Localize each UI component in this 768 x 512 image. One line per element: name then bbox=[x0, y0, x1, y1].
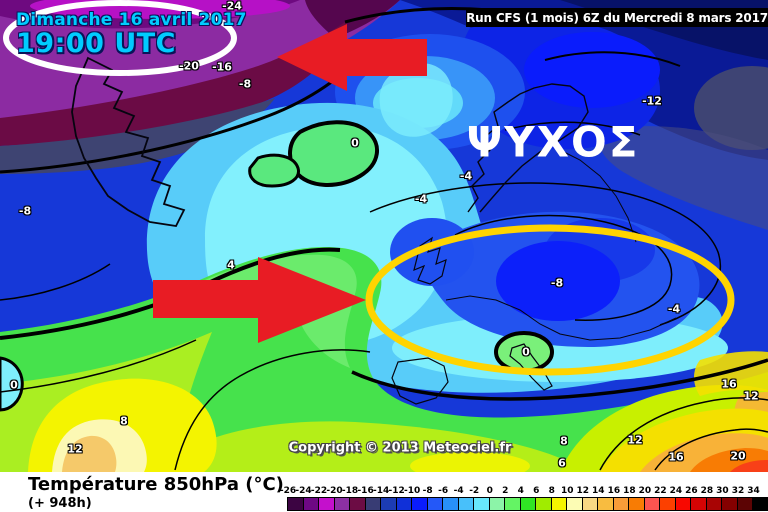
legend-tick-label: 20 bbox=[638, 486, 652, 496]
legend-tick-label: 16 bbox=[607, 486, 621, 496]
forecast-date: Dimanche 16 avril 2017 bbox=[16, 10, 247, 30]
map-caption-title: Température 850hPa (°C) bbox=[28, 474, 284, 495]
legend-tick-label: 12 bbox=[576, 486, 590, 496]
legend-cell: 30 bbox=[716, 487, 738, 511]
temperature-map-art bbox=[0, 0, 768, 472]
legend-cell: 2 bbox=[502, 487, 521, 511]
model-run-header: Run CFS (1 mois) 6Z du Mercredi 8 mars 2… bbox=[466, 8, 768, 27]
legend-cell: 14 bbox=[592, 487, 614, 511]
legend-tick-label: 26 bbox=[685, 486, 698, 496]
legend-tick-label: 32 bbox=[731, 486, 745, 496]
legend-cell: -4 bbox=[454, 487, 475, 511]
legend-tick-label: -16 bbox=[357, 486, 374, 496]
legend-cell: -16 bbox=[357, 487, 382, 511]
legend-cell: 22 bbox=[654, 487, 676, 511]
legend-cell: 6 bbox=[533, 487, 552, 511]
legend-cell: 26 bbox=[685, 487, 707, 511]
legend-tick-label: -6 bbox=[438, 486, 449, 496]
legend-cell: 10 bbox=[561, 487, 583, 511]
legend-tick-label: 18 bbox=[623, 486, 636, 496]
legend-tick-label: -22 bbox=[310, 486, 328, 496]
timestamp-ellipse bbox=[3, 0, 237, 76]
legend-tick-label: -4 bbox=[453, 486, 464, 496]
legend-cell: -2 bbox=[469, 487, 490, 511]
legend-tick-label: -24 bbox=[295, 486, 312, 496]
legend-colorbar: -26 -24 -22 -20 -18 -16 -14 -12 -10 -8 -6 -4 -2 0 2 4 6 8… bbox=[280, 487, 768, 511]
legend-cell: -14 bbox=[373, 487, 397, 511]
legend-tick-label: 8 bbox=[548, 486, 555, 496]
legend-cell: 24 bbox=[670, 487, 692, 511]
legend-cell: 16 bbox=[608, 487, 630, 511]
legend-cell: 12 bbox=[577, 487, 599, 511]
legend-tick-label: 34 bbox=[747, 486, 760, 496]
legend-tick-label: -12 bbox=[388, 486, 405, 496]
legend-cell: 8 bbox=[549, 487, 568, 511]
red-arrow-right bbox=[153, 257, 366, 343]
copyright-text: Copyright © 2013 Meteociel.fr bbox=[288, 440, 512, 456]
legend-tick-label: -18 bbox=[341, 486, 359, 496]
legend-tick-label: 28 bbox=[700, 486, 714, 496]
legend-tick-label: -26 bbox=[279, 486, 297, 496]
legend-tick-label: -8 bbox=[422, 486, 433, 496]
timestamp-block: Dimanche 16 avril 2017 19:00 UTC bbox=[16, 10, 247, 59]
legend-cell: -18 bbox=[342, 487, 366, 511]
legend-tick-label: -20 bbox=[326, 486, 343, 496]
legend-cell: 4 bbox=[518, 487, 537, 511]
legend-cell: -10 bbox=[404, 487, 428, 511]
legend-cell: 34 bbox=[747, 487, 768, 511]
legend-tick-label: -14 bbox=[372, 486, 390, 496]
legend-tick-label: -2 bbox=[469, 486, 480, 496]
legend-cell: -20 bbox=[326, 487, 351, 511]
legend-tick-label: 22 bbox=[654, 486, 667, 496]
legend-cell: 20 bbox=[639, 487, 661, 511]
legend-tick-label: 2 bbox=[502, 486, 509, 496]
forecast-time: 19:00 UTC bbox=[16, 27, 177, 59]
highlight-ellipse bbox=[365, 224, 735, 376]
legend-cell: -26 bbox=[280, 487, 304, 511]
cold-annotation: ΨΥΧΟΣ bbox=[466, 117, 640, 167]
legend-tick-label: 10 bbox=[561, 486, 574, 496]
legend-tick-label: 6 bbox=[533, 486, 540, 496]
legend-tick-label: 4 bbox=[517, 486, 524, 496]
red-arrow-left bbox=[277, 24, 427, 91]
legend-cell: 18 bbox=[623, 487, 645, 511]
legend-cell: -6 bbox=[438, 487, 459, 511]
legend-cell: -22 bbox=[311, 487, 335, 511]
legend-tick-label: 14 bbox=[592, 486, 605, 496]
legend-cell: -24 bbox=[295, 487, 320, 511]
legend-tick-label: -10 bbox=[403, 486, 421, 496]
map-forecast-hour: (+ 948h) bbox=[28, 496, 92, 511]
legend-cell: -8 bbox=[423, 487, 444, 511]
legend-cell: 28 bbox=[701, 487, 723, 511]
legend-tick-label: 0 bbox=[486, 486, 493, 496]
legend-cell: -12 bbox=[388, 487, 413, 511]
legend-tick-label: 24 bbox=[669, 486, 683, 496]
legend-cell: 32 bbox=[732, 487, 754, 511]
legend-tick-label: 30 bbox=[716, 486, 729, 496]
legend-cell: 0 bbox=[487, 487, 506, 511]
map-area: -24 -20 -16 -8 -12 0 -4 -4 -8 4 -8 -4 0 0 16 12 8 12 8 12 16… bbox=[0, 0, 768, 472]
